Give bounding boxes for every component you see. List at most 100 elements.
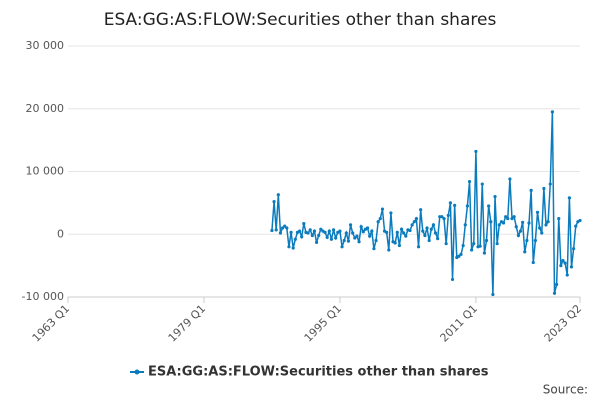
data-point: [327, 229, 331, 233]
data-point: [525, 238, 529, 243]
data-point: [482, 251, 486, 255]
data-point: [450, 277, 455, 282]
data-point: [555, 282, 559, 287]
data-point: [523, 250, 527, 254]
data-point: [563, 261, 567, 265]
data-point: [516, 233, 520, 238]
data-point: [300, 235, 304, 239]
data-point: [344, 231, 348, 235]
data-point: [361, 230, 365, 234]
data-point: [340, 245, 344, 249]
data-point: [427, 238, 431, 243]
data-point: [436, 237, 440, 241]
data-point: [446, 213, 450, 218]
data-point: [365, 226, 370, 230]
data-point: [425, 226, 429, 230]
y-tick-label: 0: [57, 227, 64, 240]
data-point: [510, 216, 514, 221]
data-point: [289, 230, 293, 234]
data-point: [470, 248, 474, 252]
data-point: [497, 223, 501, 227]
data-point: [416, 245, 421, 249]
data-point: [457, 254, 461, 258]
data-point: [538, 226, 542, 230]
data-point: [487, 204, 491, 208]
data-point: [463, 223, 467, 227]
data-point: [312, 229, 317, 233]
data-point: [397, 243, 402, 248]
data-point: [495, 242, 499, 246]
data-point: [317, 233, 321, 238]
data-point: [419, 208, 423, 212]
x-tick-label: 2023 Q2: [542, 302, 585, 345]
data-point: [423, 233, 427, 238]
y-tick-label: 10 000: [26, 165, 65, 178]
data-point: [414, 216, 419, 221]
data-point: [493, 195, 497, 199]
data-point: [359, 225, 363, 229]
data-point: [404, 234, 408, 238]
data-point: [561, 259, 565, 263]
data-point: [569, 265, 574, 269]
data-point: [270, 228, 274, 233]
data-point: [559, 264, 563, 268]
data-point: [355, 234, 359, 238]
data-point: [385, 230, 389, 234]
data-point: [474, 149, 478, 154]
data-point: [533, 238, 537, 243]
data-point: [489, 220, 493, 224]
legend-label: ESA:GG:AS:FLOW:Securities other than sha…: [148, 365, 489, 380]
y-tick-label: 20 000: [26, 102, 65, 115]
data-point: [574, 224, 578, 228]
data-point: [412, 220, 416, 224]
data-point: [370, 229, 374, 233]
data-point: [518, 229, 523, 233]
data-point: [552, 291, 557, 295]
data-point: [472, 242, 476, 246]
data-point: [393, 241, 397, 245]
data-point: [291, 246, 295, 250]
data-point: [550, 110, 554, 114]
data-point: [453, 203, 457, 207]
data-point: [272, 200, 276, 204]
data-point: [506, 216, 510, 221]
data-point: [501, 221, 506, 225]
data-point: [331, 228, 336, 232]
data-point: [368, 234, 372, 238]
data-point: [297, 229, 302, 233]
data-point: [546, 220, 550, 224]
data-point: [531, 260, 535, 265]
data-point: [334, 236, 338, 240]
data-point: [514, 225, 518, 229]
data-point: [276, 193, 280, 197]
data-point: [372, 247, 376, 251]
data-point: [293, 237, 297, 241]
data-point: [319, 227, 323, 231]
data-point: [351, 231, 355, 235]
data-point: [323, 230, 327, 234]
data-point: [540, 231, 544, 235]
data-point: [314, 240, 319, 245]
data-point: [285, 226, 289, 230]
data-point: [529, 188, 533, 192]
source: Source:: [543, 383, 588, 397]
data-point: [431, 223, 436, 227]
x-tick-label: 1995 Q1: [302, 302, 345, 345]
data-point: [535, 210, 540, 214]
y-tick-label: 30 000: [26, 39, 65, 52]
data-point: [308, 228, 312, 232]
data-point: [448, 201, 453, 205]
data-point: [395, 230, 399, 234]
data-point: [353, 236, 357, 240]
data-point: [508, 177, 512, 181]
data-point: [440, 215, 444, 219]
data-point: [302, 221, 306, 226]
data-point: [572, 247, 576, 251]
data-point: [274, 228, 278, 232]
chart-title: ESA:GG:AS:FLOW:Securities other than sha…: [104, 10, 497, 30]
data-point: [548, 182, 552, 186]
data-point: [310, 233, 314, 238]
data-point: [480, 182, 484, 186]
data-point: [348, 223, 353, 227]
